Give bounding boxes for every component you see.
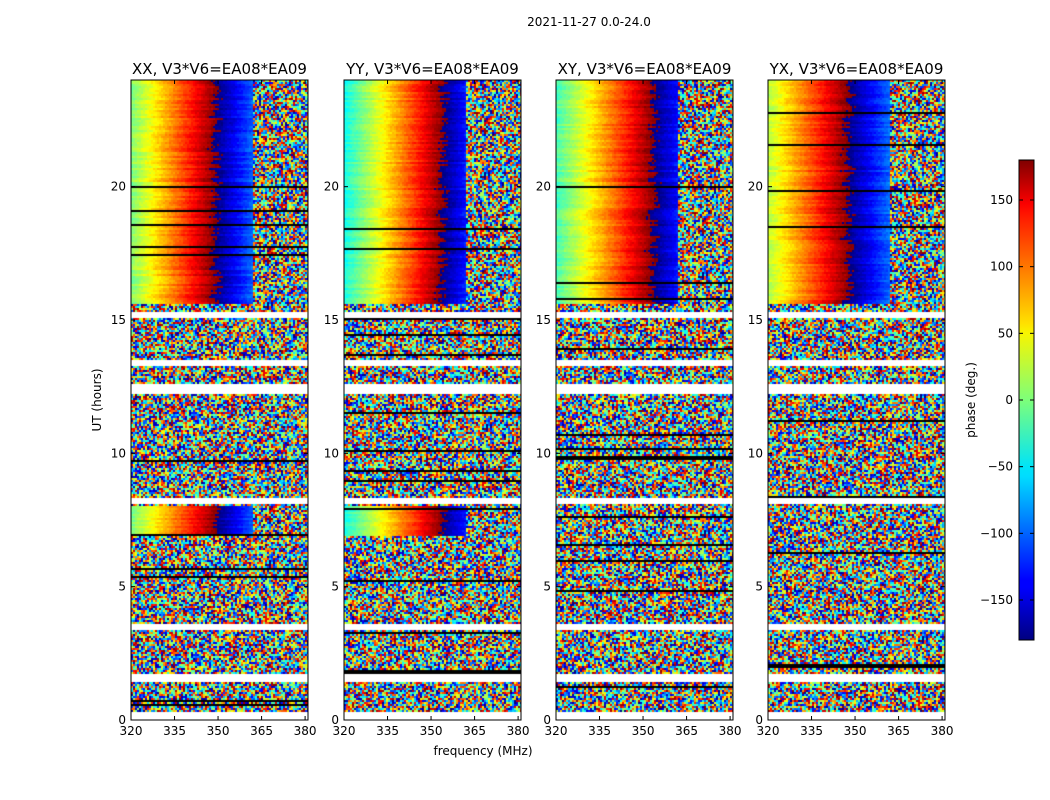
x-tick-label: 320 — [120, 724, 143, 738]
x-tick-label: 350 — [207, 724, 230, 738]
y-tick-label: 0 — [118, 713, 126, 727]
x-tick-label: 380 — [931, 724, 954, 738]
y-tick-label: 5 — [543, 580, 551, 594]
x-tick-label: 350 — [420, 724, 443, 738]
colorbar-tick-label: 0 — [1005, 393, 1013, 407]
x-tick-label: 380 — [507, 724, 530, 738]
colorbar-tick-label: −50 — [988, 460, 1013, 474]
y-tick-label: 15 — [324, 313, 339, 327]
x-tick-label: 335 — [163, 724, 186, 738]
x-tick-label: 380 — [719, 724, 742, 738]
heatmap-image — [768, 80, 945, 720]
plot-frame — [767, 79, 946, 721]
y-tick-label: 10 — [111, 446, 126, 460]
y-tick-label: 5 — [331, 580, 339, 594]
y-tick-label: 15 — [536, 313, 551, 327]
colorbar-tick-label: −150 — [980, 593, 1013, 607]
x-tick-label: 320 — [757, 724, 780, 738]
x-tick-label: 365 — [675, 724, 698, 738]
y-tick-label: 20 — [536, 180, 551, 194]
y-tick-label: 0 — [331, 713, 339, 727]
x-tick-label: 365 — [463, 724, 486, 738]
x-tick-label: 320 — [333, 724, 356, 738]
y-tick-label: 20 — [748, 180, 763, 194]
colorbar-label: phase (deg.) — [964, 362, 978, 438]
y-tick-label: 15 — [111, 313, 126, 327]
y-tick-label: 10 — [324, 446, 339, 460]
panel-2: XY, V3*V6=EA08*EA09 320 335 350 365 380 0 5 10 15… — [536, 60, 742, 738]
panel-title: XX, V3*V6=EA08*EA09 — [132, 60, 307, 78]
panel-1: YY, V3*V6=EA08*EA09 320 335 350 365 380 0 5 10 15… — [324, 60, 530, 738]
plot-frame — [343, 79, 522, 721]
panel-title: YY, V3*V6=EA08*EA09 — [345, 60, 519, 78]
y-tick-label: 0 — [543, 713, 551, 727]
y-axis-label: UT (hours) — [90, 368, 104, 431]
y-tick-label: 15 — [748, 313, 763, 327]
y-tick-label: 0 — [755, 713, 763, 727]
y-tick-label: 5 — [118, 580, 126, 594]
y-tick-label: 20 — [324, 180, 339, 194]
colorbar: 150 100 50 0 −50 −100 −150 phase (deg.) — [964, 159, 1035, 641]
x-tick-label: 350 — [844, 724, 867, 738]
x-axis-label: frequency (MHz) — [433, 744, 532, 758]
panels: XX, V3*V6=EA08*EA09 320 335 350 365 380 0 5 10 15… — [111, 60, 954, 738]
x-tick-label: 335 — [800, 724, 823, 738]
y-tick-label: 5 — [755, 580, 763, 594]
x-tick-label: 335 — [588, 724, 611, 738]
x-tick-label: 335 — [376, 724, 399, 738]
panel-3: YX, V3*V6=EA08*EA09 320 335 350 365 380 0 5 10 15… — [748, 60, 954, 738]
heatmap-image — [344, 80, 521, 720]
colorbar-tick-label: −100 — [980, 526, 1013, 540]
y-tick-label: 20 — [111, 180, 126, 194]
heatmap-image — [131, 80, 308, 720]
x-tick-label: 350 — [632, 724, 655, 738]
panel-title: YX, V3*V6=EA08*EA09 — [769, 60, 944, 78]
heatmap-image — [556, 80, 733, 720]
colorbar-tick-label: 100 — [990, 260, 1013, 274]
plot-frame — [555, 79, 734, 721]
x-tick-label: 380 — [294, 724, 317, 738]
y-tick-label: 10 — [748, 446, 763, 460]
panel-title: XY, V3*V6=EA08*EA09 — [558, 60, 732, 78]
colorbar-tick-label: 150 — [990, 193, 1013, 207]
plot-frame — [130, 79, 309, 721]
colorbar-ticks: 150 100 50 0 −50 −100 −150 — [980, 193, 1034, 607]
y-tick-label: 10 — [536, 446, 551, 460]
x-tick-label: 320 — [545, 724, 568, 738]
panel-0: XX, V3*V6=EA08*EA09 320 335 350 365 380 0 5 10 15… — [111, 60, 317, 738]
colorbar-tick-label: 50 — [998, 326, 1013, 340]
figure-title: 2021-11-27 0.0-24.0 — [527, 15, 651, 29]
x-tick-label: 365 — [887, 724, 910, 738]
x-tick-label: 365 — [250, 724, 273, 738]
